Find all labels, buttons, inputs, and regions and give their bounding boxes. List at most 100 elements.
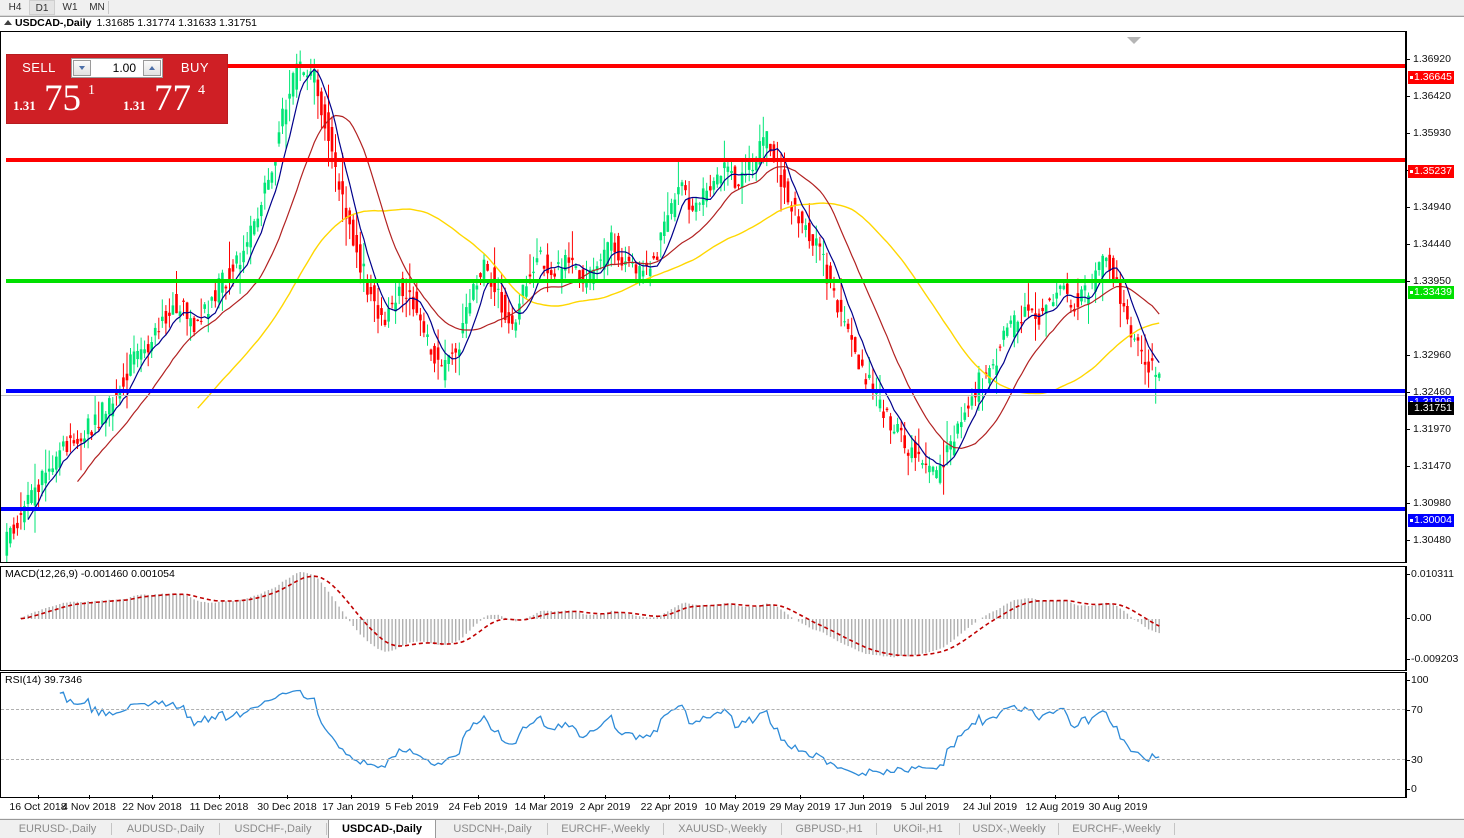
price-tag-136645[interactable]: 1.36645 xyxy=(1408,71,1454,84)
volume-value: 1.00 xyxy=(112,61,136,75)
timeframe-w1[interactable]: W1 xyxy=(62,2,78,13)
price-tick-label: 1.36420 xyxy=(1413,90,1451,102)
time-tick-mark xyxy=(38,795,39,799)
macd-pane: MACD(12,26,9) -0.001460 0.001054 xyxy=(0,566,1406,671)
level-line-135237[interactable] xyxy=(1,158,1405,162)
price-tick-mark xyxy=(1407,392,1410,393)
volume-increment-button[interactable] xyxy=(143,60,161,76)
time-tick-mark xyxy=(1055,795,1056,799)
price-tag-135237[interactable]: 1.35237 xyxy=(1408,165,1454,178)
rsi-label: RSI(14) 39.7346 xyxy=(5,674,83,686)
chart-tab-gbpusd-7[interactable]: GBPUSD-,H1 xyxy=(795,823,863,835)
price-tag-130004[interactable]: 1.30004 xyxy=(1408,514,1454,527)
time-tick-label: 5 Jul 2019 xyxy=(900,801,950,813)
chart-tab-usdcad-3[interactable]: USDCAD-,Daily xyxy=(328,820,436,838)
price-tick-mark xyxy=(1407,540,1410,541)
price-tick-label: 1.31470 xyxy=(1413,460,1451,472)
chart-tab-xauusd-6[interactable]: XAUUSD-,Weekly xyxy=(678,823,767,835)
price-tick-mark xyxy=(1407,207,1410,208)
price-tick-mark xyxy=(1407,355,1410,356)
timeframe-mn[interactable]: MN xyxy=(89,2,105,13)
time-tick-label: 30 Dec 2018 xyxy=(257,801,317,813)
macd-tick-mark xyxy=(1407,659,1410,660)
macd-tick-mark xyxy=(1407,618,1410,619)
time-tick-mark xyxy=(412,795,413,799)
time-scale[interactable]: 16 Oct 2018 4 Nov 2018 22 Nov 2018 11 Dec 2… xyxy=(0,795,1406,817)
price-tick-mark xyxy=(1407,133,1410,134)
buy-price-main: 77 xyxy=(154,81,191,119)
caret-down-icon xyxy=(79,66,85,70)
price-tick-mark xyxy=(1407,244,1410,245)
rsi-plot xyxy=(1,673,1405,797)
tag-dot-icon xyxy=(1410,519,1413,522)
tab-divider xyxy=(111,823,112,835)
price-scale[interactable]: 1.369201.364201.359301.354301.349401.344… xyxy=(1406,31,1464,657)
price-tick-label: 1.33950 xyxy=(1413,275,1451,287)
buy-price-display[interactable]: 1.31 77 4 xyxy=(120,81,226,123)
volume-input[interactable]: 1.00 xyxy=(71,58,163,78)
buy-price-fraction: 4 xyxy=(198,83,205,98)
price-tick-label: 1.32460 xyxy=(1413,386,1451,398)
rsi-series xyxy=(59,689,1160,777)
macd-tick-mark xyxy=(1407,574,1410,575)
time-tick-mark xyxy=(351,795,352,799)
time-tick-label: 12 Aug 2019 xyxy=(1025,801,1085,813)
price-tag-133439[interactable]: 1.33439 xyxy=(1408,286,1454,299)
time-tick-mark xyxy=(925,795,926,799)
sell-price-fraction: 1 xyxy=(88,83,95,98)
chart-object-marker-icon[interactable] xyxy=(1127,37,1141,44)
macd-scale: 0.010311 0.00 -0.009203 xyxy=(1406,566,1464,671)
collapse-triangle-icon[interactable] xyxy=(4,20,12,25)
time-tick-mark xyxy=(669,795,670,799)
tab-divider xyxy=(547,823,548,835)
tab-divider xyxy=(1058,823,1059,835)
level-line-133439[interactable] xyxy=(1,279,1405,283)
buy-button[interactable]: BUY xyxy=(180,60,210,75)
chart-tab-audusd-1[interactable]: AUDUSD-,Daily xyxy=(126,823,205,835)
chart-tab-usdx-9[interactable]: USDX-,Weekly xyxy=(972,823,1046,835)
timeframe-h4[interactable]: H4 xyxy=(8,2,22,13)
price-tag-131751[interactable]: 1.31751 xyxy=(1408,402,1454,415)
chart-ohlc-values: 1.31685 1.31774 1.31633 1.31751 xyxy=(96,17,258,29)
level-line-131806[interactable] xyxy=(1,389,1405,393)
time-tick-label: 17 Jun 2019 xyxy=(834,801,892,813)
price-tick-label: 1.31970 xyxy=(1413,423,1451,435)
level-line-136645[interactable] xyxy=(1,64,1405,68)
time-tick-label: 22 Apr 2019 xyxy=(640,801,698,813)
level-line-130004[interactable] xyxy=(1,507,1405,511)
chart-tab-eurchf-10[interactable]: EURCHF-,Weekly xyxy=(1072,823,1161,835)
macd-tick-label: 0.00 xyxy=(1411,612,1432,624)
price-tick-mark xyxy=(1407,281,1410,282)
time-tick-label: 11 Dec 2018 xyxy=(189,801,249,813)
chart-window: USDCAD-,Daily 1.31685 1.31774 1.31633 1.3… xyxy=(0,16,1464,818)
price-tick-label: 1.36920 xyxy=(1413,53,1451,65)
tab-divider xyxy=(219,823,220,835)
time-tick-mark xyxy=(990,795,991,799)
price-tick-label: 1.34940 xyxy=(1413,201,1451,213)
buy-price-prefix: 1.31 xyxy=(123,98,146,113)
volume-decrement-button[interactable] xyxy=(73,60,91,76)
chart-tab-usdcnh-4[interactable]: USDCNH-,Daily xyxy=(453,823,532,835)
time-tick-label: 30 Aug 2019 xyxy=(1088,801,1148,813)
time-tick-label: 14 Mar 2019 xyxy=(514,801,574,813)
sell-button[interactable]: SELL xyxy=(22,60,56,75)
time-tick-mark xyxy=(219,795,220,799)
chart-tab-ukoil-8[interactable]: UKOil-,H1 xyxy=(893,823,943,835)
chart-tab-usdchf-2[interactable]: USDCHF-,Daily xyxy=(234,823,312,835)
timeframe-d1[interactable]: D1 xyxy=(29,0,55,15)
time-tick-label: 2 Apr 2019 xyxy=(579,801,631,813)
price-tick-mark xyxy=(1407,466,1410,467)
bid-price-line xyxy=(1,395,1405,396)
macd-plot xyxy=(1,567,1405,670)
time-tick-label: 17 Jan 2019 xyxy=(322,801,380,813)
rsi-level-70 xyxy=(1,709,1405,710)
sell-price-display[interactable]: 1.31 75 1 xyxy=(10,81,116,123)
rsi-tick-mark xyxy=(1407,710,1410,711)
macd-label: MACD(12,26,9) -0.001460 0.001054 xyxy=(5,568,175,580)
chart-tab-eurchf-5[interactable]: EURCHF-,Weekly xyxy=(561,823,650,835)
price-tick-label: 1.32960 xyxy=(1413,349,1451,361)
time-tick-mark xyxy=(863,795,864,799)
time-tick-mark xyxy=(478,795,479,799)
price-tick-mark xyxy=(1407,429,1410,430)
chart-tab-eurusd-0[interactable]: EURUSD-,Daily xyxy=(18,823,97,835)
